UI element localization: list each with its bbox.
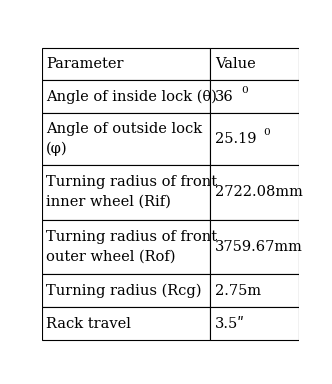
Bar — [42, 48, 210, 81]
Text: Turning radius of front
inner wheel (Rif): Turning radius of front inner wheel (Rif… — [46, 175, 217, 209]
Bar — [210, 81, 299, 113]
Bar — [210, 220, 299, 275]
Text: 3759.67mm: 3759.67mm — [215, 240, 302, 254]
Text: 25.19: 25.19 — [215, 132, 256, 146]
Text: Turning radius of front
outer wheel (Rof): Turning radius of front outer wheel (Rof… — [46, 230, 217, 264]
Text: 2.75m: 2.75m — [215, 284, 261, 298]
Bar — [42, 275, 210, 307]
Bar — [42, 81, 210, 113]
Bar — [210, 48, 299, 81]
Text: Parameter: Parameter — [46, 57, 124, 71]
Text: Angle of inside lock (θ): Angle of inside lock (θ) — [46, 90, 217, 104]
Bar — [42, 113, 210, 165]
Text: 2722.08mm: 2722.08mm — [215, 185, 302, 199]
Text: 0: 0 — [264, 128, 270, 137]
Text: 36: 36 — [215, 90, 233, 104]
Bar — [42, 220, 210, 275]
Bar — [210, 165, 299, 220]
Bar — [210, 113, 299, 165]
Bar — [210, 275, 299, 307]
Bar — [210, 307, 299, 340]
Bar — [42, 307, 210, 340]
Text: 3.5ʺ: 3.5ʺ — [215, 317, 245, 331]
Text: 0: 0 — [241, 86, 248, 95]
Text: Angle of outside lock
(φ): Angle of outside lock (φ) — [46, 122, 202, 156]
Text: Value: Value — [215, 57, 255, 71]
Text: Rack travel: Rack travel — [46, 317, 131, 331]
Text: Turning radius (Rcg): Turning radius (Rcg) — [46, 284, 202, 298]
Bar — [42, 165, 210, 220]
